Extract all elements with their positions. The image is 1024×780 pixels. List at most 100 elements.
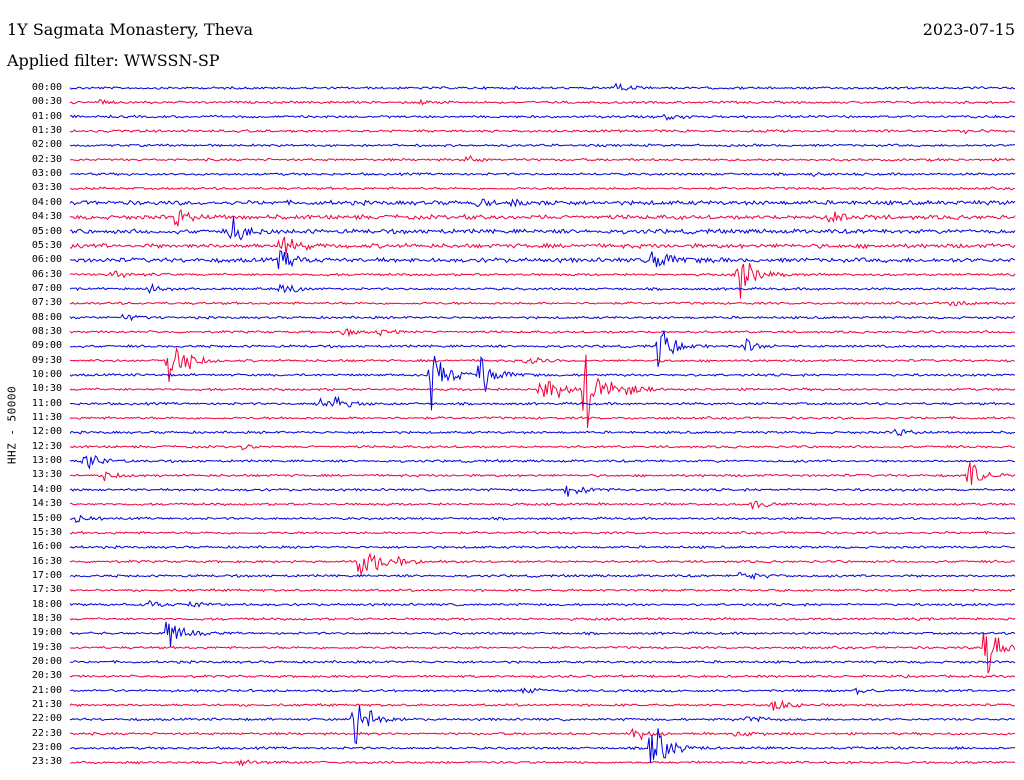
seismic-trace [69,588,1015,593]
time-label: 15:00 [31,512,62,524]
seismic-trace [69,621,1016,647]
seismic-trace [69,186,1016,191]
seismic-trace [69,571,1016,581]
time-label: 13:00 [31,455,62,467]
time-label: 18:30 [31,612,62,624]
time-label: 03:00 [31,168,62,180]
time-label: 01:30 [31,125,62,137]
seismic-trace [69,544,1016,550]
filter-label: Applied filter: WWSSN-SP [7,51,220,70]
seismic-trace [69,236,1016,255]
seismic-trace [69,616,1016,622]
seismic-trace [69,354,1016,428]
time-label: 16:30 [31,555,62,567]
time-label: 12:00 [31,426,62,438]
time-label: 18:00 [31,598,62,610]
seismic-trace [69,128,1016,135]
seismic-trace [69,330,1016,367]
seismic-trace [69,300,1016,307]
seismic-trace [69,415,1016,421]
time-label: 11:00 [31,397,62,409]
time-label: 06:30 [31,268,62,280]
time-label: 20:00 [31,656,62,667]
time-label: 14:30 [31,498,62,510]
seismic-trace [69,355,1016,411]
seismic-trace [69,444,1015,451]
time-label: 00:00 [31,82,62,93]
time-label: 10:30 [31,383,62,395]
date-label: 2023-07-15 [922,20,1015,39]
time-label: 04:30 [31,211,62,223]
seismic-trace [69,728,1016,763]
time-label: 07:00 [31,282,62,294]
seismic-trace [69,632,1016,674]
seismic-trace [69,282,1016,295]
time-label: 20:30 [31,670,62,682]
time-label: 22:00 [31,713,62,725]
time-label: 17:00 [31,569,62,581]
seismic-trace [69,208,1016,227]
seismic-trace [69,428,1016,437]
time-label: 11:30 [31,412,62,424]
seismic-trace [69,198,1016,208]
time-label: 08:30 [31,325,62,337]
time-label: 06:00 [31,254,62,266]
time-label: 00:30 [31,96,62,108]
seismic-trace [69,552,1015,577]
seismic-trace [69,143,1015,148]
time-label: 10:00 [31,369,62,380]
seismic-trace [69,454,1016,470]
seismic-trace [69,82,1015,91]
seismic-trace [69,674,1016,679]
time-label: 05:00 [31,225,62,237]
time-label: 14:00 [31,483,62,495]
seismic-trace [70,249,1016,269]
seismic-trace [69,328,1016,338]
seismic-trace [69,687,1016,696]
time-label: 21:30 [31,699,62,711]
seismic-trace [69,98,1016,106]
time-label: 16:00 [31,541,62,553]
seismic-trace [69,705,1016,745]
seismic-trace [69,500,1016,510]
time-label: 15:30 [31,526,62,538]
time-label: 19:30 [31,641,62,653]
seismic-trace [69,530,1016,535]
seismic-trace [69,395,1016,408]
seismic-trace [69,216,1016,241]
seismic-trace [69,262,1016,299]
seismic-trace [69,699,1016,711]
time-label: 12:30 [31,440,62,452]
station-title: 1Y Sagmata Monastery, Theva [7,20,254,39]
time-label: 09:30 [31,354,62,366]
time-label: 05:30 [31,239,62,251]
seismic-trace [69,600,1016,608]
time-label: 02:30 [31,153,62,165]
time-label: 22:30 [31,727,62,739]
seismic-trace [69,659,1016,665]
time-label: 17:30 [31,584,62,596]
time-label: 08:00 [31,311,62,323]
time-label: 01:00 [31,110,62,122]
time-label: 04:00 [31,196,62,208]
time-label: 19:00 [31,627,62,639]
seismic-trace [69,485,1016,497]
seismic-trace [69,154,1016,163]
seismic-trace [69,727,1016,741]
time-label: 02:00 [31,139,62,151]
seismic-trace [69,514,1016,524]
seismic-trace [69,313,1016,322]
time-label: 07:30 [31,297,62,309]
seismic-trace [69,171,1016,178]
time-label: 13:30 [31,469,62,481]
seismic-trace [69,759,1016,767]
seismic-trace [69,113,1016,121]
time-label: 23:30 [31,756,62,768]
seismic-trace [69,346,1016,382]
seismic-trace [69,462,1016,486]
time-label: 21:00 [31,684,62,696]
time-label: 09:00 [31,340,62,352]
time-label: 03:30 [31,182,62,194]
time-label: 23:00 [31,742,62,754]
